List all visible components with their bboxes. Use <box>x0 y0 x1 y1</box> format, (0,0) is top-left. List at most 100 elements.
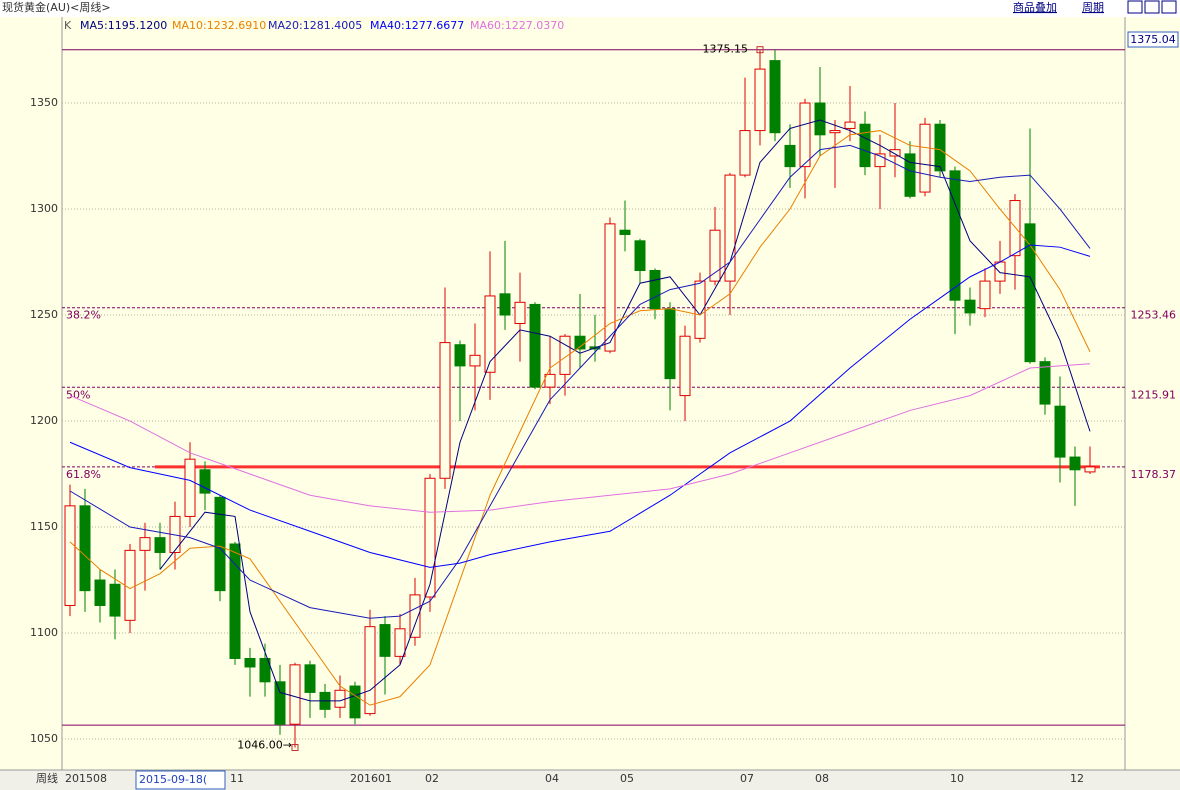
candle-body <box>199 469 211 494</box>
candle-body <box>799 102 811 168</box>
candle-body <box>649 270 661 310</box>
candle-body <box>109 583 121 617</box>
fib-label: 38.2% <box>66 309 101 322</box>
candle-body <box>439 342 451 479</box>
fib-value: 1178.37 <box>1131 468 1177 481</box>
candle-body <box>499 293 511 316</box>
y-tick-label: 1300 <box>30 202 58 215</box>
x-tick-label: 02 <box>425 772 439 785</box>
candle-body <box>1054 405 1066 458</box>
candle-body <box>709 229 721 282</box>
candle-body <box>979 280 991 310</box>
candle-body <box>844 121 856 129</box>
y-tick-label: 1150 <box>30 520 58 533</box>
legend-entry: MA10:1232.6910 <box>172 19 266 32</box>
y-tick-label: 1050 <box>30 732 58 745</box>
candle-body <box>1069 456 1081 471</box>
candle-body <box>424 477 436 598</box>
icon-menu[interactable] <box>1161 0 1177 14</box>
low-marker <box>291 744 299 752</box>
candle-body <box>469 354 481 367</box>
price-box-text: 1375.04 <box>1130 33 1176 46</box>
y-tick-label: 1200 <box>30 414 58 427</box>
period-button[interactable]: 周期 <box>1082 1 1104 14</box>
ma-line <box>69 144 1091 619</box>
y-tick-label: 1100 <box>30 626 58 639</box>
candle-body <box>214 496 226 592</box>
header-bar <box>0 0 1180 17</box>
k-label: K <box>64 19 72 32</box>
candle-body <box>79 505 91 592</box>
low-annotation: 1046.00→ <box>237 739 292 752</box>
legend-entry: MA40:1277.6677 <box>370 19 464 32</box>
candle-body <box>859 123 871 168</box>
candle-body <box>679 335 691 397</box>
x-tick-label: 05 <box>620 772 634 785</box>
x-tick-label: 201508 <box>65 772 107 785</box>
candle-body <box>64 505 76 606</box>
candle-body <box>529 303 541 388</box>
candle-body <box>259 657 271 683</box>
candle-body <box>754 68 766 132</box>
x-tick-label: 07 <box>740 772 754 785</box>
candle-body <box>1084 466 1096 473</box>
candle-body <box>739 130 751 176</box>
candle-body <box>994 261 1006 282</box>
candle-body <box>1024 223 1036 363</box>
fib-label: 50% <box>66 388 90 401</box>
x-tick-label: 08 <box>815 772 829 785</box>
candle-body <box>484 295 496 373</box>
candle-body <box>139 537 151 551</box>
candle-body <box>829 130 841 134</box>
candle-body <box>379 624 391 657</box>
candle-body <box>124 549 136 621</box>
candle-body <box>454 344 466 367</box>
candle-body <box>634 240 646 272</box>
candle-body <box>304 664 316 693</box>
candle-body <box>934 123 946 172</box>
candle-body <box>889 149 901 157</box>
candle-body <box>94 579 106 606</box>
toolbar-icons <box>1127 0 1177 14</box>
cursor-date-box <box>135 770 226 790</box>
candle-body <box>289 664 301 725</box>
y-tick-label: 1250 <box>30 308 58 321</box>
candle-body <box>394 628 406 657</box>
candle-body <box>769 60 781 134</box>
x-tick-label: 201601 <box>350 772 392 785</box>
x-tick-label: 11 <box>230 772 244 785</box>
candle-body <box>229 543 241 659</box>
y-tick-label: 1350 <box>30 96 58 109</box>
period-axis-label: 周线 <box>36 771 58 785</box>
candle-body <box>664 308 676 380</box>
fib-value: 1215.91 <box>1131 388 1177 401</box>
candle-body <box>949 170 961 301</box>
icon-left[interactable] <box>1127 0 1143 14</box>
candle-body <box>274 681 286 725</box>
chart-title: 现货黄金(AU)<周线> <box>2 0 111 14</box>
candle-body <box>514 301 526 325</box>
candle-body <box>784 144 796 168</box>
candle-body <box>814 102 826 136</box>
icon-right[interactable] <box>1144 0 1160 14</box>
x-tick-label: 12 <box>1070 772 1084 785</box>
candle-body <box>1039 361 1051 405</box>
price-box <box>1127 31 1179 48</box>
legend-entry: MA20:1281.4005 <box>268 19 362 32</box>
fib-value: 1253.46 <box>1131 309 1177 322</box>
candle-body <box>724 174 736 282</box>
high-marker <box>756 46 764 54</box>
high-annotation: 1375.15 <box>703 43 749 56</box>
overlay-button[interactable]: 商品叠加 <box>1013 0 1057 14</box>
ma-line <box>69 244 1091 568</box>
candle-body <box>919 123 931 193</box>
fib-label: 61.8% <box>66 468 101 481</box>
candle-body <box>1009 200 1021 257</box>
candle-body <box>559 335 571 375</box>
ma-line <box>159 119 1091 702</box>
x-axis-bar <box>0 770 1180 790</box>
legend-entry: MA60:1227.0370 <box>470 19 564 32</box>
candle-body <box>244 657 256 668</box>
candle-body <box>619 229 631 235</box>
